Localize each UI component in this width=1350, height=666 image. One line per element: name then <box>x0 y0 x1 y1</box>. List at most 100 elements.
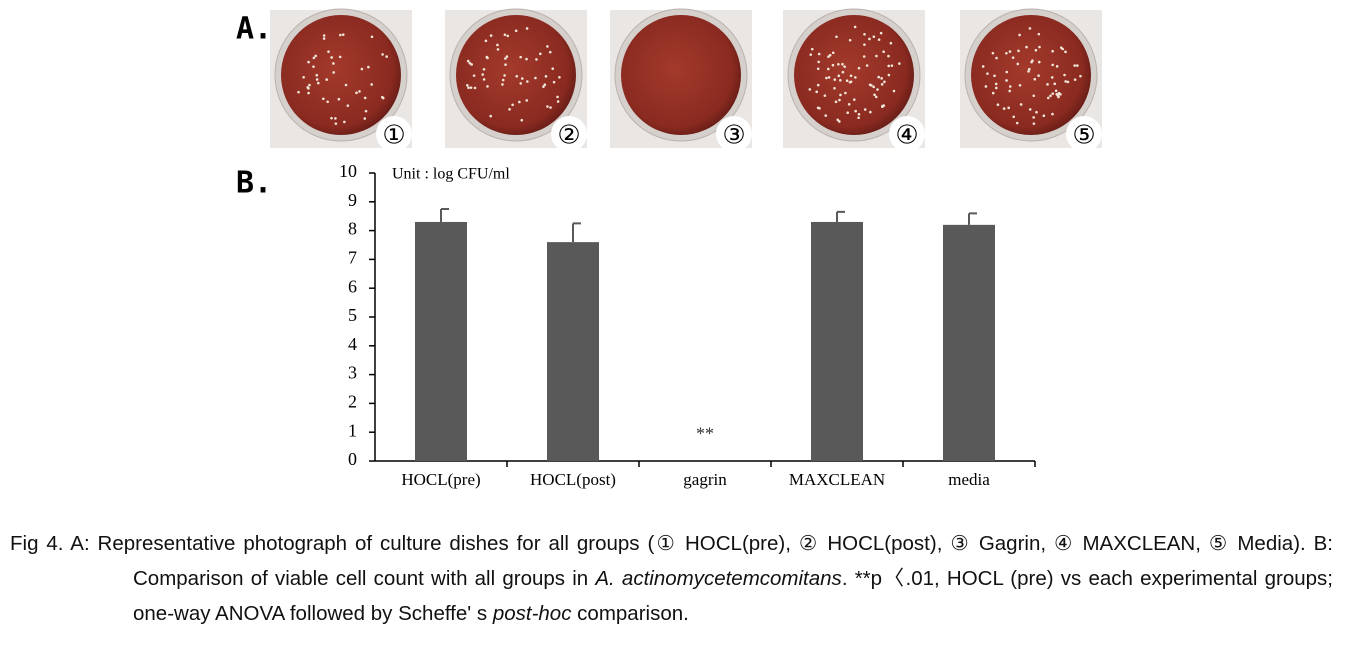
colony <box>1053 82 1057 86</box>
colony <box>302 75 305 79</box>
colony <box>868 37 871 41</box>
panel-label: B. <box>236 166 272 201</box>
colony <box>520 118 524 122</box>
colony <box>486 85 489 88</box>
y-tick-label: 10 <box>339 161 357 181</box>
error-bar <box>968 212 977 225</box>
label-disc <box>376 116 412 152</box>
colony <box>844 91 847 95</box>
colony <box>1050 76 1054 79</box>
colony <box>882 50 885 54</box>
colony <box>381 53 384 56</box>
colony <box>1005 79 1008 82</box>
colony <box>503 33 507 37</box>
colony <box>887 73 891 77</box>
colony <box>370 35 374 39</box>
colony <box>843 65 846 68</box>
colony <box>297 90 300 94</box>
colony <box>381 96 385 100</box>
colony <box>539 52 542 56</box>
colony <box>556 95 559 99</box>
agar <box>794 15 914 135</box>
colony <box>862 55 866 58</box>
colony <box>1015 121 1019 125</box>
colony <box>1076 64 1079 67</box>
colony <box>818 107 821 110</box>
colony <box>518 100 521 104</box>
colony <box>845 79 849 82</box>
colony <box>1042 114 1046 117</box>
colony <box>1025 45 1028 49</box>
colony <box>1046 96 1050 100</box>
colony <box>837 62 840 66</box>
colony <box>501 83 504 86</box>
colony <box>834 100 838 104</box>
colony <box>868 83 872 87</box>
colony <box>1037 60 1041 64</box>
colony <box>887 54 890 58</box>
colony <box>1027 67 1031 71</box>
colony <box>863 32 866 36</box>
colony <box>824 114 828 117</box>
colony <box>839 93 842 97</box>
colony <box>343 120 346 124</box>
colony <box>1046 83 1049 86</box>
colony <box>1005 70 1009 74</box>
colony <box>344 83 348 87</box>
label-disc <box>551 116 587 152</box>
y-tick-label: 3 <box>348 363 357 383</box>
colony <box>363 96 367 100</box>
colony <box>1002 107 1006 110</box>
colony <box>367 65 370 69</box>
colony <box>514 29 518 33</box>
dish-label: ⑤ <box>1072 121 1095 151</box>
colony <box>1005 51 1008 55</box>
colony <box>1008 89 1011 93</box>
colony <box>1018 83 1022 87</box>
colony <box>466 83 469 87</box>
colony <box>841 62 844 66</box>
colony <box>546 45 549 48</box>
colony <box>995 56 998 60</box>
bar <box>811 221 863 461</box>
colony <box>469 86 473 89</box>
species: A. actinomycetemcomitans <box>595 567 842 590</box>
colony <box>986 72 989 75</box>
colony <box>854 76 857 79</box>
colony <box>874 95 878 99</box>
colony <box>543 83 547 86</box>
colony <box>1056 94 1060 97</box>
colony <box>1051 112 1054 116</box>
colony <box>1064 50 1067 54</box>
colony <box>519 82 523 85</box>
colony <box>482 67 486 71</box>
colony <box>467 86 470 90</box>
colony <box>481 73 484 76</box>
colony <box>337 97 341 101</box>
error-bar <box>572 222 581 243</box>
colony <box>841 70 845 74</box>
colony <box>993 74 996 78</box>
colony <box>809 53 813 56</box>
colony <box>1032 116 1035 119</box>
colony <box>865 64 869 67</box>
colony <box>332 62 335 65</box>
colony <box>991 51 995 55</box>
colony <box>1051 49 1054 53</box>
colony <box>1033 77 1037 81</box>
colony <box>827 76 831 79</box>
colony <box>330 56 333 59</box>
caption: Fig 4. A: Representative photograph of c… <box>10 526 1333 631</box>
colony <box>322 37 326 40</box>
colony <box>1055 65 1059 68</box>
dish-label: ② <box>557 121 580 151</box>
colony <box>833 78 837 81</box>
colony <box>1028 27 1032 30</box>
colony <box>316 81 320 85</box>
colony <box>515 74 519 78</box>
colony <box>552 80 556 84</box>
colony <box>525 27 529 30</box>
caption-text: comparison. <box>571 602 689 625</box>
colony <box>322 34 326 37</box>
